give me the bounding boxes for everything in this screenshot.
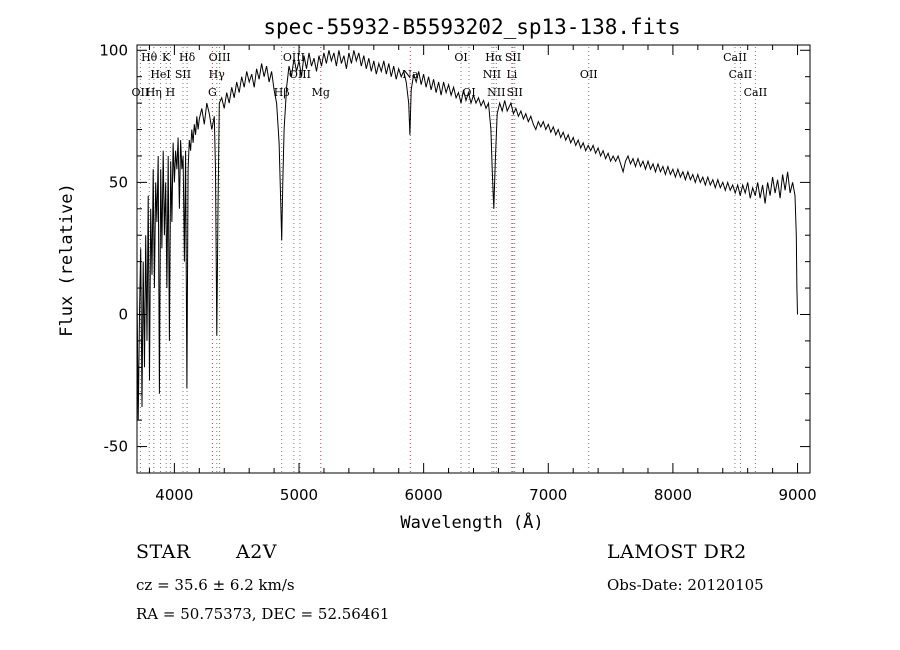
line-label-9: HeI [150, 68, 170, 81]
y-tick-label: -50 [104, 438, 129, 456]
plot-frame [136, 44, 811, 474]
line-label-11: Hγ [209, 68, 226, 81]
line-label-17: CaII [729, 68, 753, 81]
line-label-16: OII [580, 68, 598, 81]
y-axis-ticks: -50 0 50 100 [99, 41, 810, 474]
redshift-velocity: cz = 35.6 ± 6.2 km/s [136, 576, 295, 594]
line-label-2: Hδ [179, 51, 196, 64]
x-tick-label: 7000 [529, 486, 567, 504]
flux-series-line [136, 50, 798, 421]
chart-title: spec-55932-B5593202_sp13-138.fits [263, 15, 680, 39]
object-class: STAR [136, 541, 191, 563]
line-label-14: NII [483, 68, 501, 81]
x-tick-label: 5000 [280, 486, 318, 504]
y-tick-label: 50 [109, 173, 128, 191]
x-axis-label: Wavelength (Å) [400, 511, 543, 533]
line-label-23: Mg [312, 86, 330, 99]
line-label-27: CaII [744, 86, 768, 99]
x-tick-label: 6000 [405, 486, 443, 504]
survey-name: LAMOST DR2 [607, 541, 747, 563]
observation-date: Obs-Date: 20120105 [607, 576, 764, 594]
line-label-15: Li [506, 68, 517, 81]
line-label-5: OI [454, 51, 467, 64]
line-label-21: G [208, 86, 217, 99]
spectral-line-markers [139, 47, 756, 472]
line-label-8: CaII [723, 51, 747, 64]
y-tick-label: 0 [118, 305, 128, 323]
ra-dec-coordinates: RA = 50.75373, DEC = 52.56461 [136, 605, 390, 623]
object-subclass: A2V [236, 541, 278, 563]
x-tick-label: 4000 [155, 486, 193, 504]
line-label-7: SII [505, 51, 521, 64]
line-label-0: Hθ [141, 51, 158, 64]
y-tick-label: 100 [99, 41, 128, 59]
line-label-3: OIII [209, 51, 231, 64]
x-tick-label: 8000 [654, 486, 692, 504]
line-label-1: K [162, 51, 171, 64]
line-label-25: NII [487, 86, 505, 99]
x-axis-ticks: 4000 5000 6000 7000 8000 9000 [148, 45, 817, 504]
line-label-19: Hη [146, 86, 162, 99]
line-label-12: OIII [289, 68, 311, 81]
line-label-24: OI [462, 86, 475, 99]
line-label-18: OII [132, 86, 150, 99]
line-label-6: Hα [485, 51, 503, 64]
y-axis-label: Flux (relative) [57, 183, 77, 337]
line-label-26: SII [507, 86, 523, 99]
line-label-22: Hβ [274, 86, 290, 99]
x-tick-label: 9000 [778, 486, 816, 504]
spectrum-plot: spec-55932-B5593202_sp13-138.fits Hθ K Hδ O… [57, 15, 817, 533]
line-label-20: H [166, 86, 176, 99]
line-label-10: SII [175, 68, 191, 81]
